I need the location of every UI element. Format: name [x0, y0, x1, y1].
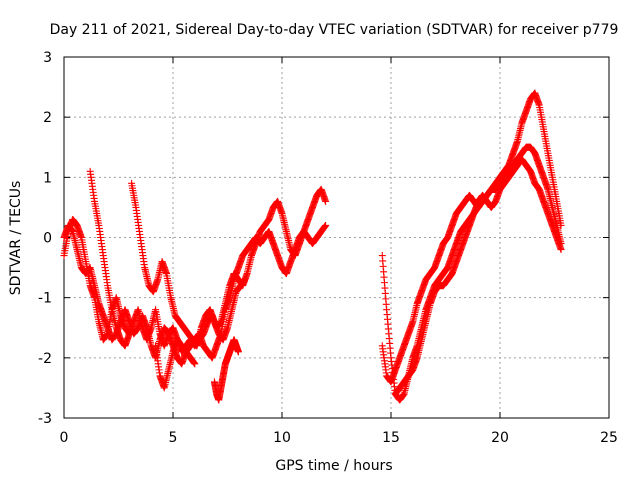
data-point [322, 221, 330, 229]
y-tick-label: 0 [43, 231, 52, 247]
data-point [241, 276, 249, 284]
series-arc-C [86, 167, 133, 350]
x-axis-label: GPS time / hours [275, 458, 392, 474]
axis-ticks: 0 5 10 15 20 25 -3 -2 -1 0 1 2 3 [38, 50, 618, 446]
y-tick-label: 3 [43, 50, 52, 66]
data-point [125, 330, 133, 338]
y-tick-label: -1 [38, 291, 52, 307]
y-tick-label: 1 [43, 170, 52, 186]
data-points [60, 89, 565, 404]
chart-title: Day 211 of 2021, Sidereal Day-to-day VTE… [50, 22, 619, 38]
series-arc-E [152, 336, 199, 392]
y-tick-label: -3 [38, 411, 52, 427]
data-point [557, 246, 565, 254]
y-axis-label: SDTVAR / TECUs [8, 181, 24, 296]
data-point [234, 348, 242, 356]
series-arc-D [128, 179, 249, 350]
y-tick-label: 2 [43, 110, 52, 126]
series-arc-F [210, 336, 242, 404]
series-arc-I [391, 155, 565, 398]
x-tick-label: 15 [382, 430, 400, 446]
x-tick-label: 0 [60, 430, 69, 446]
x-tick-label: 5 [169, 430, 178, 446]
x-tick-label: 20 [491, 430, 509, 446]
x-tick-label: 10 [273, 430, 291, 446]
y-tick-label: -2 [38, 351, 52, 367]
data-point [191, 360, 199, 368]
data-point [322, 197, 330, 205]
x-tick-label: 25 [600, 430, 618, 446]
